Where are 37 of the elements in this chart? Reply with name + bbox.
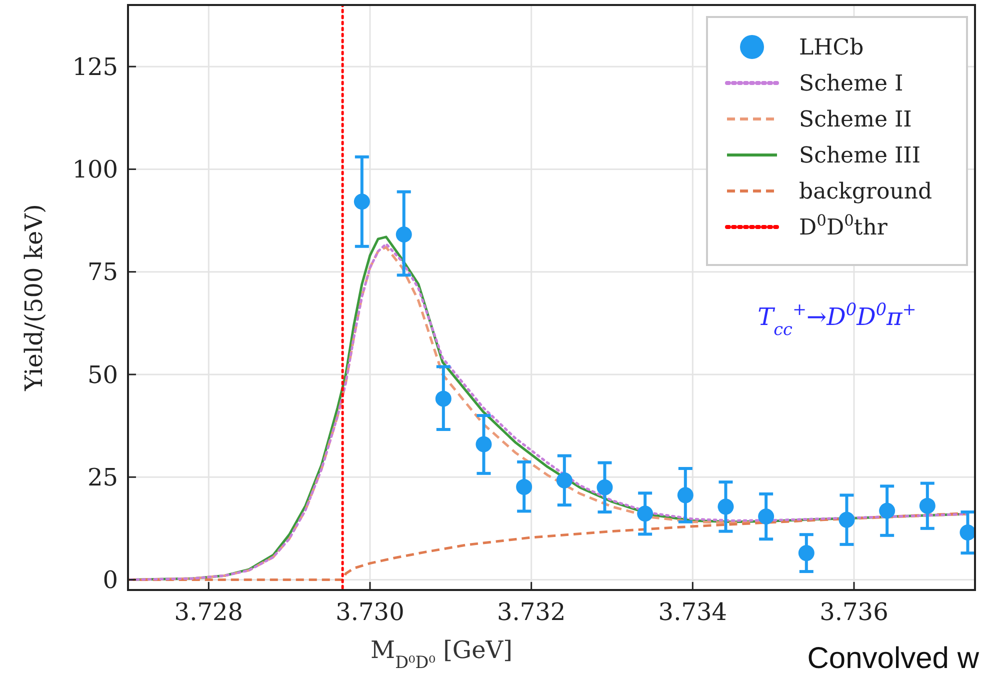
x-tick-label: 3.736 (820, 598, 888, 626)
text: Convolved w (807, 642, 980, 675)
point (798, 545, 814, 562)
point (718, 498, 734, 515)
y-tick-label: 100 (72, 156, 118, 184)
y-tick-label: 75 (87, 258, 118, 286)
legend-label: D$^{0}$D$^{0}$thr (799, 212, 888, 241)
x-tick-label: 3.728 (174, 598, 244, 626)
point (677, 487, 694, 504)
x-tick-label: 3.732 (496, 598, 566, 626)
point (838, 512, 855, 528)
point (516, 478, 532, 495)
point (637, 506, 654, 522)
y-tick-label: 0 (102, 566, 118, 594)
legend-label: LHCb (799, 36, 864, 61)
legend-label: background (799, 180, 932, 205)
text: T$_{cc}$$^{+}$→D$^{0}$D$^{0}$π$^{+}$ (758, 299, 916, 339)
point (435, 390, 452, 407)
x-tick-label: 3.730 (336, 598, 404, 626)
legend-label: Scheme III (799, 144, 921, 169)
legend-label: Scheme II (799, 108, 912, 133)
point (960, 524, 975, 541)
y-tick-label: 25 (87, 464, 118, 492)
y-tick-label: 125 (72, 52, 118, 81)
legend-label: Scheme I (799, 72, 904, 97)
point (596, 479, 613, 496)
point (919, 498, 936, 514)
point (354, 194, 370, 210)
x-axis-title: M$_{D⁰D⁰}$ [GeV] (370, 636, 513, 672)
x-tick-label: 3.734 (658, 598, 728, 626)
point (476, 436, 492, 452)
y-tick-label: 50 (87, 360, 118, 389)
point (396, 226, 412, 242)
point (556, 472, 572, 488)
point (879, 502, 896, 519)
y-axis-title: Yield/(500 keV) (20, 204, 48, 392)
point (758, 508, 774, 525)
